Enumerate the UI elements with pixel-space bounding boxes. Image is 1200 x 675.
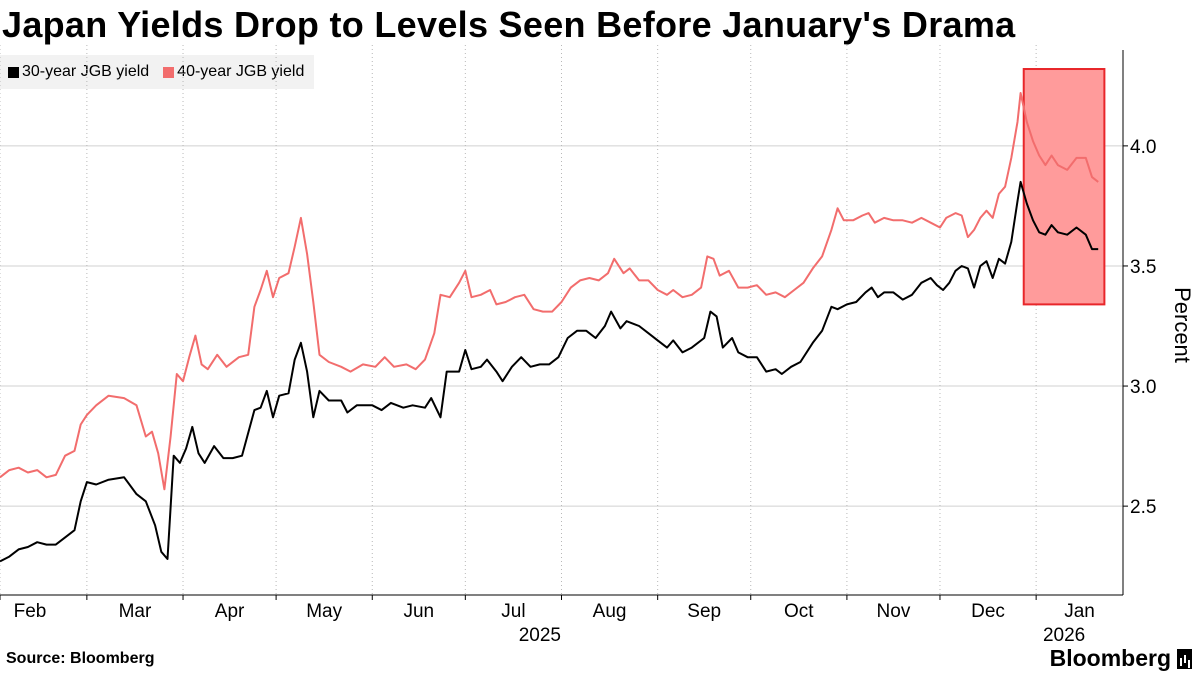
legend-swatch-30-year [8, 66, 19, 78]
highlight-layer [1022, 68, 1106, 306]
x-year-label-2025: 2025 [519, 625, 561, 646]
brand-name: Bloomberg [1049, 645, 1171, 671]
series-line-40-year [0, 92, 1099, 491]
legend-item-40-year: 40-year JGB yield [163, 63, 304, 81]
y-axis-label: Percent [1170, 287, 1195, 363]
y-tick-label-3.5: 3.5 [1130, 257, 1156, 278]
x-tick-label-may: May [306, 601, 342, 622]
source-note: Source: Bloomberg [6, 650, 155, 667]
x-tick-label-sep: Sep [687, 601, 721, 622]
x-tick-label-feb: Feb [14, 601, 47, 622]
grid-lines [0, 45, 1123, 595]
x-tick-label-nov: Nov [877, 601, 911, 622]
x-tick-label-apr: Apr [215, 601, 245, 622]
legend-label-40-year: 40-year JGB yield [177, 63, 305, 80]
y-tick-label-3.0: 3.0 [1130, 377, 1156, 398]
y-tick-label-2.5: 2.5 [1130, 497, 1156, 518]
x-tick-label-jan: Jan [1064, 601, 1095, 622]
bloomberg-terminal-icon [1177, 648, 1192, 669]
highlight-box [1022, 68, 1106, 306]
legend-label-30-year: 30-year JGB yield [22, 63, 150, 80]
legend-item-30-year: 30-year JGB yield [8, 63, 149, 81]
axes-layer: 2.5 3.0 3.5 4.0 Feb Mar Apr May Jun Jul Aug Sep Oct N… [0, 50, 1156, 646]
x-tick-label-oct: Oct [784, 601, 814, 622]
legend-swatch-40-year [163, 66, 175, 78]
x-tick-label-jun: Jun [403, 601, 434, 622]
x-tick-label-dec: Dec [971, 601, 1005, 622]
chart-title: Japan Yields Drop to Levels Seen Before … [2, 4, 1016, 45]
x-year-label-2026: 2026 [1043, 625, 1085, 646]
y-tick-label-4.0: 4.0 [1130, 137, 1156, 158]
x-tick-label-mar: Mar [119, 601, 152, 622]
x-tick-label-jul: Jul [501, 601, 525, 622]
series-line-30-year [0, 180, 1099, 563]
x-tick-label-aug: Aug [593, 601, 627, 622]
series-lines [0, 92, 1099, 563]
brand-logo: Bloomberg [1050, 645, 1192, 672]
chart-legend: 30-year JGB yield 40-year JGB yield [0, 55, 315, 89]
